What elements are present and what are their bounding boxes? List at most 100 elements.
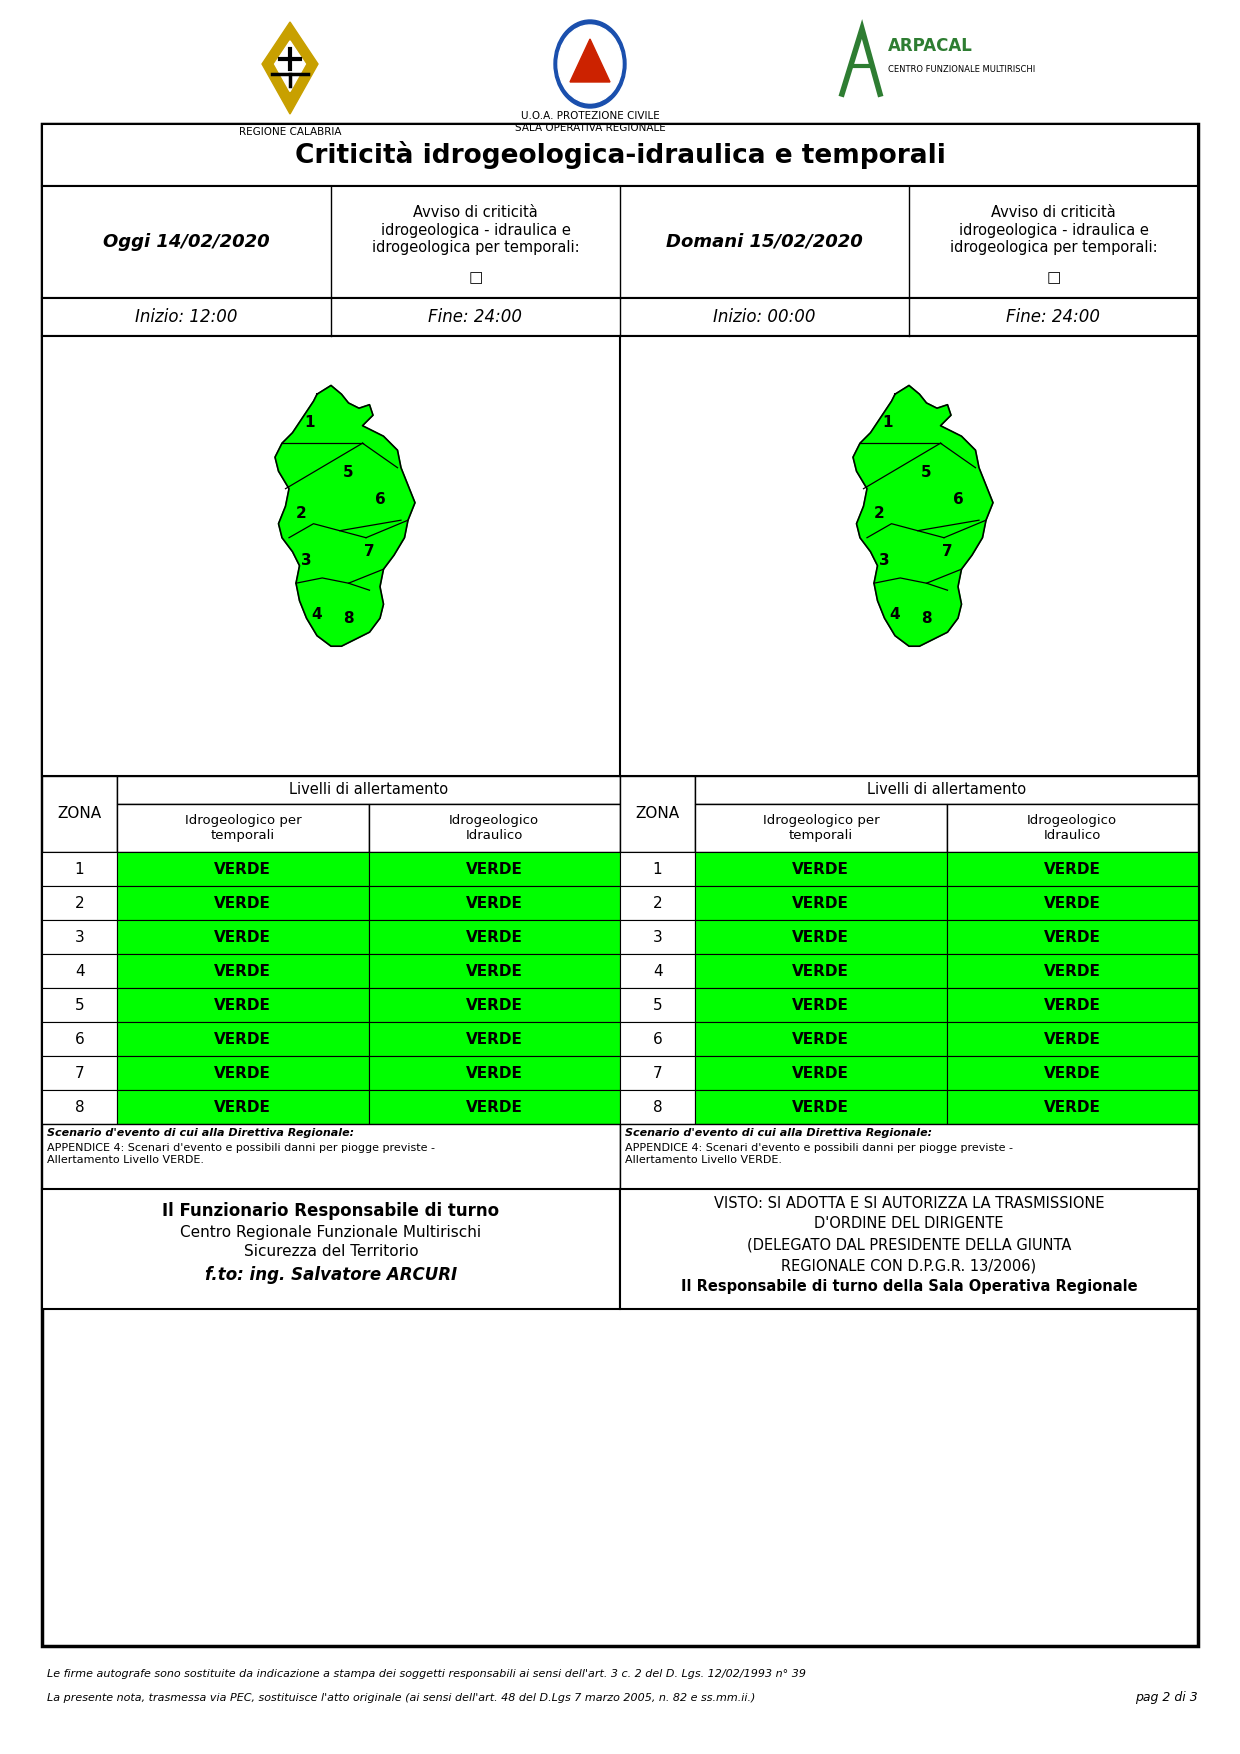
Text: VERDE: VERDE [466,930,523,944]
Text: ARPACAL: ARPACAL [888,37,973,54]
Text: Idrogeologico
Idraulico: Idrogeologico Idraulico [449,814,539,842]
Text: 6: 6 [952,491,963,507]
Text: Idrogeologico per
temporali: Idrogeologico per temporali [763,814,879,842]
Text: 8: 8 [921,610,931,626]
Bar [368,988,620,1023]
Text: 7: 7 [365,544,374,560]
Text: 5: 5 [652,998,662,1012]
Text: VERDE: VERDE [215,1031,272,1047]
Text: 3: 3 [301,553,311,568]
Text: 2: 2 [652,896,662,910]
Bar [368,852,620,886]
Bar [696,852,946,886]
Bar [42,1189,620,1308]
Text: VERDE: VERDE [1044,861,1101,877]
Text: D'ORDINE DEL DIRIGENTE: D'ORDINE DEL DIRIGENTE [815,1217,1003,1231]
Text: VERDE: VERDE [466,963,523,979]
Bar [117,1023,368,1056]
Bar [620,1023,696,1056]
Bar [42,1056,117,1089]
Text: 3: 3 [74,930,84,944]
Bar [117,921,368,954]
Text: 2: 2 [74,896,84,910]
Polygon shape [262,23,317,114]
Bar [696,1089,946,1124]
Bar [117,1089,368,1124]
Text: 6: 6 [652,1031,662,1047]
Bar [946,954,1198,988]
Bar [117,852,368,886]
Bar [946,1023,1198,1056]
Text: VERDE: VERDE [1044,963,1101,979]
Text: Inizio: 12:00: Inizio: 12:00 [135,309,238,326]
Text: VERDE: VERDE [215,1065,272,1080]
Text: VERDE: VERDE [466,998,523,1012]
Text: Fine: 24:00: Fine: 24:00 [1007,309,1101,326]
Text: VERDE: VERDE [792,963,849,979]
Text: 8: 8 [343,610,353,626]
Bar [696,1056,946,1089]
Text: VERDE: VERDE [1044,1065,1101,1080]
Bar [368,886,620,921]
Bar [620,1189,1198,1308]
Polygon shape [274,40,305,91]
Bar [42,337,1198,775]
Text: Il Funzionario Responsabile di turno: Il Funzionario Responsabile di turno [162,1201,500,1221]
Text: VERDE: VERDE [215,896,272,910]
Text: 8: 8 [74,1100,84,1114]
Text: 2: 2 [874,505,884,521]
Text: 5: 5 [921,465,931,481]
Bar [42,186,1198,298]
Text: VERDE: VERDE [466,1100,523,1114]
Bar [946,886,1198,921]
Text: VERDE: VERDE [792,896,849,910]
Bar [42,954,117,988]
Text: Scenario d'evento di cui alla Direttiva Regionale:: Scenario d'evento di cui alla Direttiva … [47,1128,355,1138]
Text: Domani 15/02/2020: Domani 15/02/2020 [666,233,863,251]
Bar [696,803,946,852]
Bar [42,1023,117,1056]
Text: VERDE: VERDE [792,1031,849,1047]
Text: Sicurezza del Territorio: Sicurezza del Territorio [244,1245,418,1259]
Text: 3: 3 [652,930,662,944]
Text: VERDE: VERDE [215,930,272,944]
Text: VISTO: SI ADOTTA E SI AUTORIZZA LA TRASMISSIONE: VISTO: SI ADOTTA E SI AUTORIZZA LA TRASM… [714,1196,1105,1210]
Text: VERDE: VERDE [466,1031,523,1047]
Bar [368,803,620,852]
Bar [696,886,946,921]
Text: Oggi 14/02/2020: Oggi 14/02/2020 [103,233,270,251]
Text: 8: 8 [652,1100,662,1114]
Bar [946,852,1198,886]
Text: 6: 6 [374,491,386,507]
Ellipse shape [558,25,622,103]
Text: VERDE: VERDE [215,861,272,877]
Text: Livelli di allertamento: Livelli di allertamento [289,782,448,798]
Text: Le firme autografe sono sostituite da indicazione a stampa dei soggetti responsa: Le firme autografe sono sostituite da in… [47,1670,806,1679]
Text: 1: 1 [305,414,315,430]
Bar [117,954,368,988]
Text: Idrogeologico per
temporali: Idrogeologico per temporali [185,814,301,842]
Text: f.to: ing. Salvatore ARCURI: f.to: ing. Salvatore ARCURI [205,1266,458,1284]
Text: 4: 4 [889,607,900,623]
Bar [620,921,696,954]
Text: VERDE: VERDE [792,861,849,877]
Bar [42,921,117,954]
Polygon shape [570,39,610,82]
Bar [117,1056,368,1089]
Bar [368,1056,620,1089]
Bar [620,988,696,1023]
Bar [620,775,696,852]
Bar [696,921,946,954]
Text: 7: 7 [942,544,952,560]
Text: Scenario d'evento di cui alla Direttiva Regionale:: Scenario d'evento di cui alla Direttiva … [625,1128,932,1138]
Text: REGIONALE CON D.P.G.R. 13/2006): REGIONALE CON D.P.G.R. 13/2006) [781,1259,1037,1273]
Ellipse shape [554,19,626,109]
Text: VERDE: VERDE [215,998,272,1012]
Bar [42,988,117,1023]
Bar [117,988,368,1023]
Text: 1: 1 [652,861,662,877]
Text: U.O.A. PROTEZIONE CIVILE
SALA OPERATIVA REGIONALE: U.O.A. PROTEZIONE CIVILE SALA OPERATIVA … [515,111,666,133]
Bar [368,1023,620,1056]
Text: Criticità idrogeologica-idraulica e temporali: Criticità idrogeologica-idraulica e temp… [295,140,945,168]
Bar [696,1023,946,1056]
